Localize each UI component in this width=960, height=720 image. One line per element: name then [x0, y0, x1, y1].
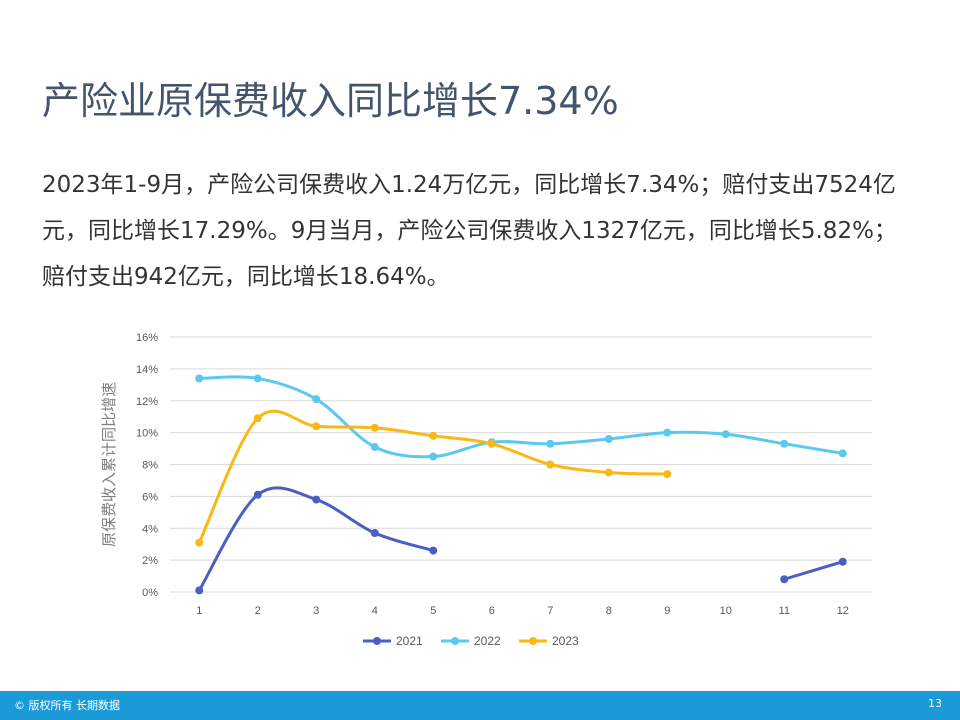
y-tick-label: 0% — [142, 587, 158, 599]
x-tick-label: 11 — [779, 605, 790, 617]
x-tick-label: 9 — [664, 605, 670, 617]
x-tick-label: 4 — [372, 605, 378, 617]
data-point-2023 — [370, 423, 379, 432]
data-point-2022 — [370, 442, 379, 451]
legend-label-2022: 2022 — [474, 634, 501, 648]
data-point-2023 — [663, 470, 672, 479]
legend-label-2021: 2021 — [396, 634, 423, 648]
data-point-2023 — [312, 422, 321, 431]
y-axis-title: 原保费收入累计同比增速 — [100, 382, 118, 547]
y-tick-label: 6% — [142, 491, 158, 503]
data-point-2023 — [487, 439, 496, 448]
chart-container: 0% 2% 4% 6% 8% 10% 12% 14% 16% 1 2 3 4 5 6 7 8 9 10 11 12 原保费… — [0, 320, 960, 660]
x-tick-label: 3 — [313, 605, 319, 617]
y-tick-label: 12% — [136, 396, 158, 408]
y-tick-label: 8% — [142, 460, 158, 472]
data-point-2022 — [604, 435, 613, 443]
x-tick-label: 2 — [255, 605, 261, 617]
data-point-2022 — [721, 430, 730, 439]
page-number: 13 — [928, 697, 942, 710]
data-point-2022 — [195, 374, 204, 383]
data-point-2023 — [429, 431, 438, 440]
data-point-2021 — [429, 546, 438, 555]
data-point-2022 — [253, 374, 262, 383]
data-point-2021 — [838, 557, 847, 566]
footer-copyright: © 版权所有 长期数据 — [14, 699, 120, 712]
x-tick-label: 7 — [547, 605, 553, 617]
data-point-2021 — [253, 490, 262, 499]
legend-label-2023: 2023 — [552, 634, 579, 648]
data-point-2022 — [312, 395, 321, 404]
data-point-2021 — [370, 529, 379, 538]
x-tick-label: 5 — [430, 605, 436, 617]
y-tick-label: 10% — [136, 428, 158, 440]
data-point-2022 — [429, 452, 438, 461]
x-tick-label: 6 — [489, 605, 495, 617]
slide-title: 产险业原保费收入同比增长7.34% — [42, 79, 619, 123]
data-point-2023 — [253, 414, 262, 423]
data-point-2023 — [546, 460, 555, 469]
data-point-2021 — [780, 575, 789, 584]
data-point-2023 — [195, 538, 204, 547]
x-tick-label: 10 — [720, 605, 732, 617]
slide-body-text: 2023年1-9月，产险公司保费收入1.24万亿元，同比增长7.34%；赔付支出… — [42, 172, 897, 290]
data-point-2022 — [663, 428, 672, 437]
data-point-2022 — [546, 439, 555, 448]
data-point-2021 — [195, 586, 204, 595]
x-tick-label: 12 — [837, 605, 849, 617]
y-tick-label: 4% — [142, 523, 158, 535]
data-point-2022 — [838, 449, 847, 458]
line-chart: 0%2%4%6%8%10%12%14%16%1 2 3 4 5 6 7 8 9 10 11 12原保费… — [100, 332, 872, 648]
x-tick-label: 8 — [606, 605, 612, 617]
data-point-2022 — [780, 439, 789, 448]
footer-bar: © 版权所有 长期数据 13 — [0, 691, 960, 720]
legend-marker-2023 — [529, 637, 537, 645]
y-tick-label: 2% — [142, 555, 158, 567]
y-tick-label: 14% — [136, 364, 158, 376]
series-line-2023 — [197, 409, 669, 545]
series-line-2021 — [782, 560, 845, 581]
x-tick-label: 1 — [196, 605, 202, 617]
legend-marker-2022 — [451, 637, 459, 645]
data-point-2023 — [604, 468, 613, 477]
series-line-2022 — [197, 375, 845, 459]
y-tick-label: 16% — [136, 332, 158, 344]
legend-marker-2021 — [373, 637, 381, 645]
data-point-2021 — [312, 495, 321, 504]
